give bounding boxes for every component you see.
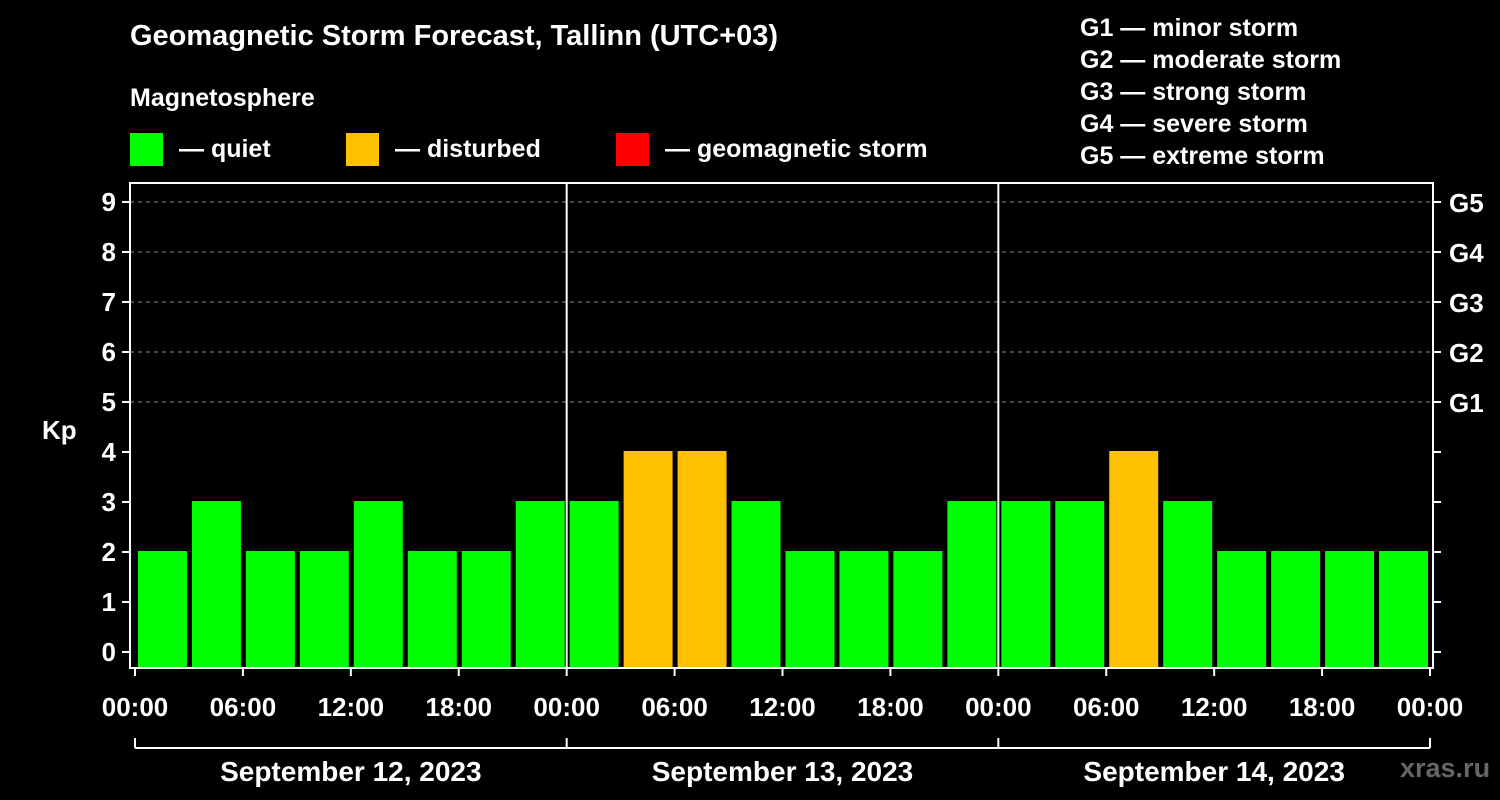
g-level-label: G3	[1449, 288, 1484, 318]
kp-bar	[407, 551, 457, 668]
kp-bar	[569, 501, 619, 668]
y-tick-label: 0	[102, 637, 116, 667]
y-tick-label: 6	[102, 337, 116, 367]
storm-level-g3: G3 — strong storm	[1080, 78, 1307, 106]
kp-bar	[893, 551, 943, 668]
watermark: xras.ru	[1400, 753, 1491, 783]
kp-bar	[839, 551, 889, 668]
legend-label-disturbed: — disturbed	[395, 134, 541, 163]
storm-level-g2: G2 — moderate storm	[1080, 46, 1342, 74]
g-level-label: G1	[1449, 388, 1484, 418]
x-tick-label: 00:00	[533, 692, 600, 722]
x-tick-label: 06:00	[1073, 692, 1140, 722]
kp-bar	[138, 551, 187, 668]
kp-bar	[1001, 501, 1051, 668]
g-level-label: G4	[1449, 238, 1484, 268]
kp-bar	[623, 451, 673, 668]
legend-quiet: — quiet	[130, 132, 271, 166]
storm-level-legend: G1 — minor storm G2 — moderate storm G3 …	[1080, 12, 1341, 172]
g-level-label: G5	[1449, 188, 1484, 218]
kp-bar	[1109, 451, 1159, 668]
x-tick-label: 12:00	[1181, 692, 1248, 722]
y-tick-label: 2	[102, 537, 116, 567]
y-axis-label: Kp	[42, 415, 77, 445]
x-tick-label: 00:00	[102, 692, 169, 722]
chart-title: Geomagnetic Storm Forecast, Tallinn (UTC…	[130, 20, 779, 52]
day-label: September 12, 2023	[220, 756, 482, 787]
kp-bar	[947, 501, 997, 668]
x-tick-label: 18:00	[1289, 692, 1356, 722]
day-label: September 13, 2023	[652, 756, 914, 787]
legend-label-quiet: — quiet	[179, 134, 271, 163]
g-level-label: G2	[1449, 338, 1484, 368]
legend-disturbed: — disturbed	[346, 132, 541, 166]
legend-subtitle: Magnetosphere	[130, 84, 315, 112]
legend-storm: — geomagnetic storm	[616, 132, 928, 166]
storm-level-g4: G4 — severe storm	[1080, 110, 1308, 138]
kp-bar	[299, 551, 349, 668]
x-tick-label: 00:00	[965, 692, 1032, 722]
y-tick-label: 3	[102, 487, 116, 517]
kp-bar	[191, 501, 241, 668]
kp-bar	[515, 501, 565, 668]
kp-bar	[245, 551, 295, 668]
y-tick-label: 8	[102, 237, 116, 267]
legend-swatch-quiet	[130, 132, 163, 166]
kp-bar	[731, 501, 781, 668]
kp-bar	[677, 451, 727, 668]
y-tick-label: 5	[102, 387, 116, 417]
day-label: September 14, 2023	[1083, 756, 1345, 787]
storm-level-g1: G1 — minor storm	[1080, 14, 1299, 42]
kp-bar	[1217, 551, 1267, 668]
x-tick-label: 18:00	[426, 692, 493, 722]
x-tick-label: 06:00	[641, 692, 708, 722]
legend-swatch-disturbed	[346, 132, 379, 166]
y-tick-label: 1	[102, 587, 116, 617]
legend-label-storm: — geomagnetic storm	[665, 134, 928, 163]
x-tick-label: 06:00	[210, 692, 277, 722]
kp-bar	[353, 501, 403, 668]
kp-bar	[785, 551, 835, 668]
x-tick-label: 00:00	[1397, 692, 1464, 722]
kp-bar	[1271, 551, 1321, 668]
kp-bar	[1325, 551, 1375, 668]
x-tick-label: 12:00	[318, 692, 385, 722]
legend-swatch-storm	[616, 132, 649, 166]
storm-level-g5: G5 — extreme storm	[1080, 142, 1325, 170]
kp-bar	[461, 551, 511, 668]
y-tick-label: 9	[102, 187, 116, 217]
x-tick-label: 18:00	[857, 692, 924, 722]
y-tick-label: 4	[102, 437, 117, 467]
kp-bar	[1379, 551, 1428, 668]
kp-bar	[1055, 501, 1105, 668]
x-tick-label: 12:00	[749, 692, 816, 722]
y-tick-label: 7	[102, 287, 116, 317]
kp-bar	[1163, 501, 1213, 668]
